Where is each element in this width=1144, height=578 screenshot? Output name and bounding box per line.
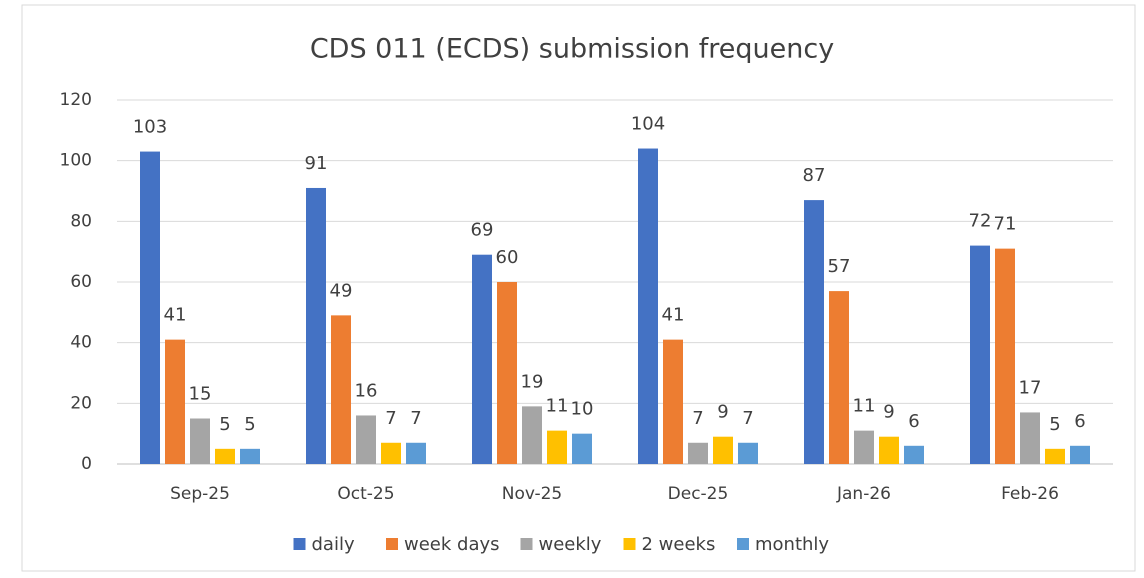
y-tick-label: 100 — [60, 151, 92, 171]
y-tick-label: 0 — [81, 454, 92, 474]
data-label: 17 — [1019, 377, 1042, 398]
y-tick-label: 60 — [70, 272, 92, 292]
data-label: 41 — [662, 305, 685, 326]
bar — [240, 448, 260, 464]
bar — [406, 442, 426, 464]
bar — [1045, 448, 1065, 464]
bar — [638, 148, 658, 465]
y-tick-label: 20 — [70, 393, 92, 413]
data-label: 7 — [385, 408, 396, 429]
chart-title: CDS 011 (ECDS) submission frequency — [310, 34, 834, 65]
x-tick-label: Oct-25 — [337, 484, 394, 504]
bar — [1020, 412, 1040, 464]
bar — [970, 245, 990, 464]
legend-swatch — [623, 538, 636, 550]
legend-label: daily — [312, 534, 355, 555]
legend-swatch — [737, 538, 749, 550]
bar — [356, 415, 376, 464]
legend-label: weekly — [539, 534, 602, 555]
x-tick-label: Jan-26 — [836, 484, 891, 504]
y-tick-label: 120 — [60, 90, 92, 110]
bar — [713, 436, 733, 464]
data-label: 7 — [742, 408, 753, 429]
x-tick-label: Dec-25 — [668, 484, 729, 504]
bar — [572, 433, 592, 464]
bar — [663, 339, 683, 464]
bar — [688, 442, 708, 464]
y-tick-label: 80 — [70, 211, 92, 231]
legend-swatch — [293, 538, 306, 550]
data-label: 60 — [496, 247, 519, 268]
bar — [497, 282, 517, 464]
chart-frame — [21, 4, 1136, 572]
bar — [995, 248, 1015, 464]
bar — [879, 436, 899, 464]
legend-label: monthly — [755, 534, 829, 555]
data-label: 11 — [546, 396, 569, 417]
bar — [165, 339, 185, 464]
data-label: 7 — [410, 408, 421, 429]
x-tick-label: Feb-26 — [1001, 484, 1059, 504]
bar — [738, 442, 758, 464]
data-label: 91 — [305, 153, 328, 174]
legend-label: week days — [404, 534, 500, 555]
data-label: 72 — [969, 211, 992, 232]
legend-swatch — [520, 538, 533, 550]
bar — [190, 418, 210, 464]
bar — [547, 430, 567, 464]
data-label: 16 — [355, 380, 378, 401]
bar — [331, 315, 351, 464]
data-label: 49 — [330, 280, 353, 301]
bar — [904, 445, 924, 464]
data-label: 5 — [244, 414, 255, 435]
bar — [804, 200, 824, 464]
bar — [522, 406, 542, 464]
bar — [854, 430, 874, 464]
bar — [140, 151, 160, 465]
legend-label: 2 weeks — [642, 534, 716, 555]
data-label: 87 — [803, 165, 826, 186]
bar — [306, 187, 326, 464]
bar — [472, 254, 492, 464]
y-tick-label: 40 — [70, 333, 92, 353]
legend-swatch — [386, 538, 398, 550]
data-label: 7 — [692, 408, 703, 429]
data-label: 69 — [471, 220, 494, 241]
data-label: 5 — [219, 414, 230, 435]
data-label: 9 — [883, 402, 894, 423]
data-label: 10 — [571, 399, 594, 420]
bar — [381, 442, 401, 464]
data-label: 71 — [994, 214, 1017, 235]
bar — [215, 448, 235, 464]
data-label: 6 — [908, 411, 919, 432]
data-label: 11 — [853, 396, 876, 417]
data-label: 41 — [164, 305, 187, 326]
data-label: 6 — [1074, 411, 1085, 432]
data-label: 19 — [521, 371, 544, 392]
bar — [829, 291, 849, 464]
data-label: 15 — [189, 384, 212, 405]
bar — [1070, 445, 1090, 464]
data-label: 57 — [828, 256, 851, 277]
x-tick-label: Nov-25 — [502, 484, 563, 504]
x-tick-label: Sep-25 — [170, 484, 230, 504]
data-label: 104 — [631, 114, 665, 135]
data-label: 5 — [1049, 414, 1060, 435]
data-label: 9 — [717, 402, 728, 423]
data-label: 103 — [133, 117, 167, 138]
